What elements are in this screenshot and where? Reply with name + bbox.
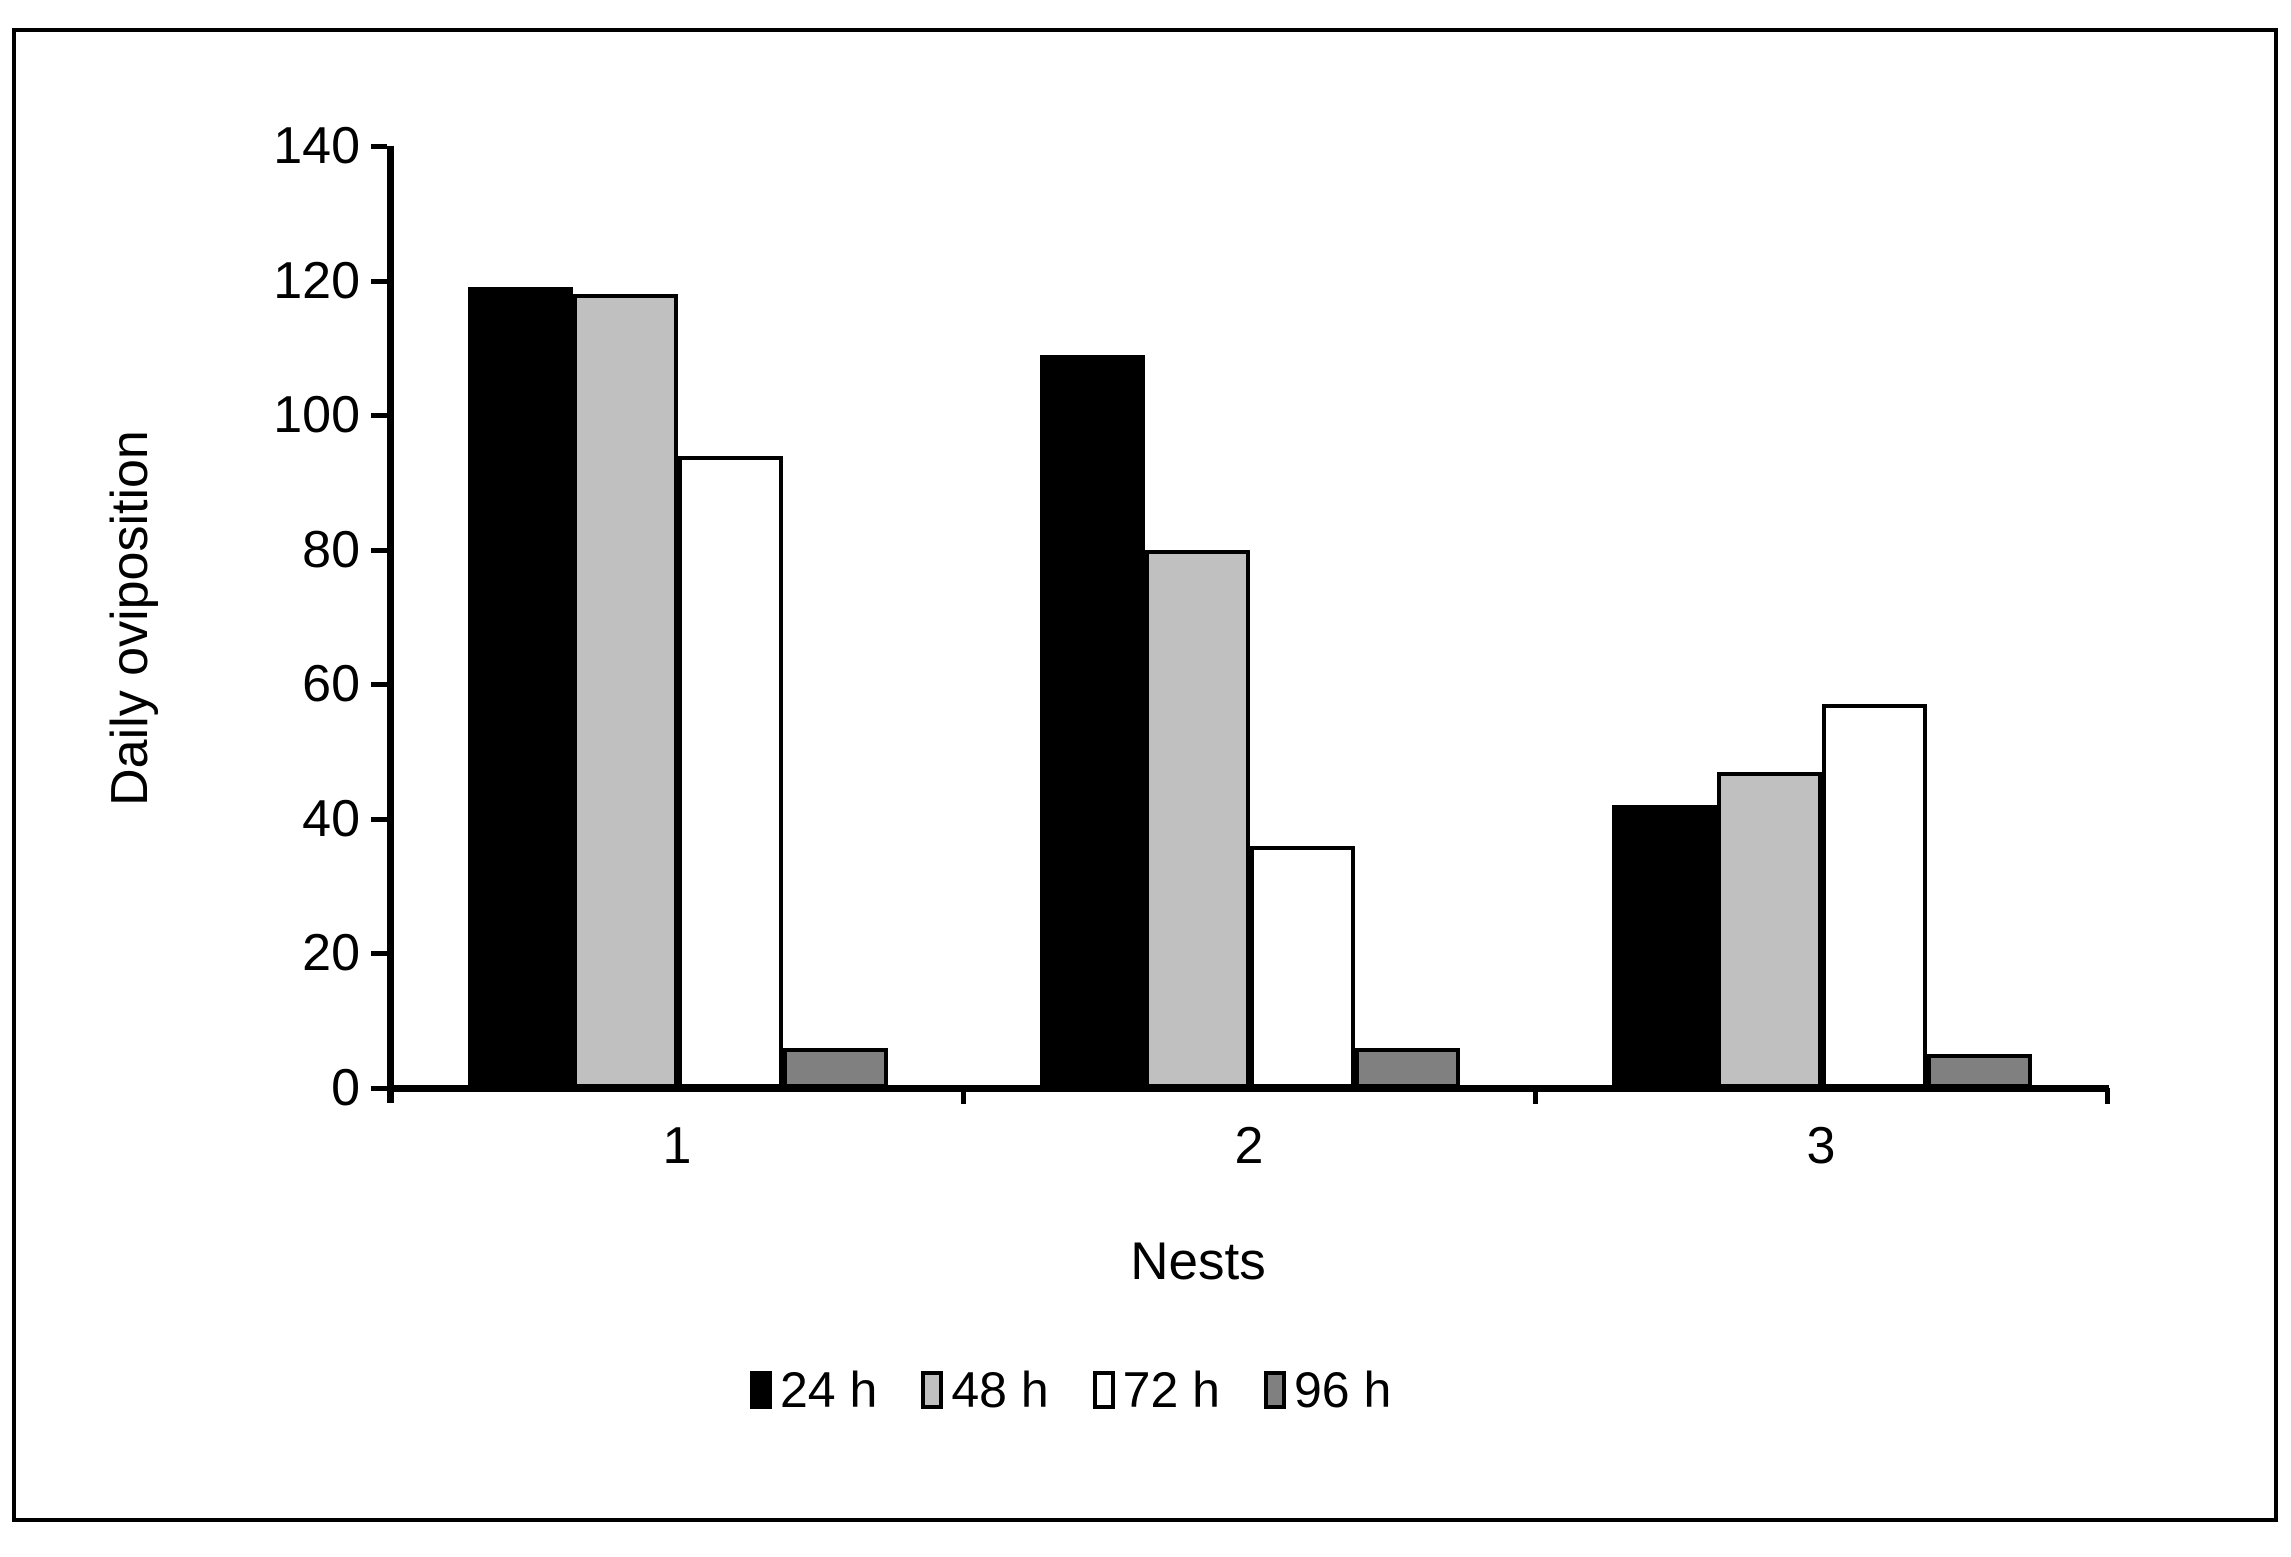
y-tick [371,951,387,956]
y-tick-label: 0 [331,1059,360,1117]
bar-72h-nest-2 [1250,846,1355,1088]
y-tick [371,548,387,553]
x-axis-line [387,1085,2109,1092]
bar-96h-nest-2 [1355,1048,1460,1088]
y-tick [371,1086,387,1091]
legend-swatch-48h [921,1371,944,1409]
legend: 24 h 48 h 72 h 96 h [750,1363,1391,1417]
x-category-label-3: 3 [1806,1117,1836,1175]
y-tick-label: 60 [302,655,360,713]
legend-item-24h: 24 h [750,1363,877,1417]
y-tick-label: 40 [302,790,360,848]
bar-96h-nest-1 [783,1048,888,1088]
legend-swatch-96h [1263,1371,1286,1409]
bar-24h-nest-1 [468,287,573,1088]
bar-48h-nest-1 [573,294,678,1088]
x-category-label-1: 1 [662,1117,692,1175]
bar-24h-nest-3 [1612,805,1717,1088]
y-tick-label: 140 [273,117,360,175]
bar-72h-nest-3 [1822,704,1927,1088]
y-axis-title: Daily oviposition [101,430,159,806]
x-tick [2105,1088,2110,1104]
legend-swatch-24h [750,1371,772,1409]
y-tick-label: 120 [273,252,360,310]
y-tick-label: 80 [302,521,360,579]
y-tick-label: 20 [302,924,360,982]
legend-label-48h: 48 h [951,1362,1049,1418]
x-tick [1533,1088,1538,1104]
y-tick [371,279,387,284]
y-axis-line [387,146,394,1103]
legend-label-24h: 24 h [780,1362,878,1418]
legend-item-72h: 72 h [1092,1362,1220,1418]
bar-48h-nest-2 [1145,550,1250,1088]
legend-swatch-72h [1092,1371,1115,1409]
legend-label-72h: 72 h [1122,1362,1220,1418]
bar-24h-nest-2 [1040,355,1145,1088]
legend-item-96h: 96 h [1263,1362,1392,1418]
bar-72h-nest-1 [678,456,783,1088]
legend-item-48h: 48 h [921,1362,1049,1418]
legend-label-96h: 96 h [1293,1362,1392,1418]
x-category-label-2: 2 [1234,1117,1264,1175]
x-tick [961,1088,966,1104]
y-tick [371,817,387,822]
y-tick-label: 100 [273,386,360,444]
y-tick [371,144,387,149]
bar-48h-nest-3 [1717,772,1822,1088]
y-tick [371,413,387,418]
bar-96h-nest-3 [1927,1054,2032,1088]
y-tick [371,682,387,687]
x-axis-title: Nests [1130,1232,1266,1291]
